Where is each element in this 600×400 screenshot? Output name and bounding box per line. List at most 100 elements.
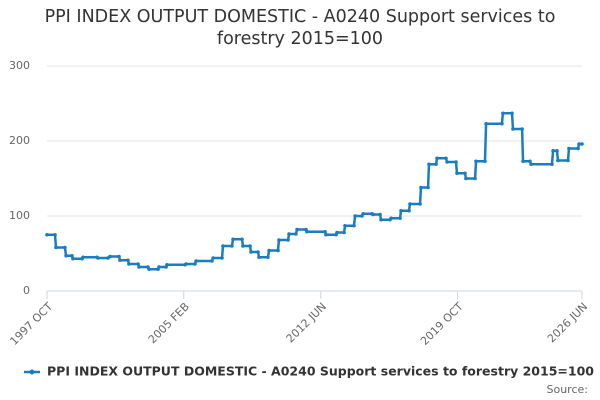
data-point [445,160,449,164]
data-point [398,216,402,221]
data-point [147,267,151,272]
data-point [210,259,214,263]
data-point [500,121,504,126]
data-point [556,158,560,163]
data-point [118,258,122,263]
data-point [117,254,121,259]
x-tick-label: 2005 FEB [146,300,192,346]
data-point [165,262,169,267]
data-point [483,159,487,164]
data-point [407,208,411,213]
data-point [352,223,356,228]
data-point [419,185,423,190]
data-point [567,146,571,151]
data-point [426,185,430,190]
data-point [193,262,197,266]
data-point [287,232,291,236]
data-point [295,227,299,232]
data-point [335,230,339,235]
y-tick-label: 0 [23,284,30,297]
data-point [277,238,281,242]
data-point [501,111,505,116]
data-point [474,159,478,164]
y-tick-label: 300 [9,59,30,72]
data-point [126,258,130,263]
data-point [81,255,85,260]
data-point [249,250,253,254]
data-point [54,245,58,250]
data-point [511,127,515,131]
x-tick-label: 2019 OCT [418,300,466,348]
data-point [286,238,290,242]
data-point [211,256,215,260]
data-point [231,237,235,242]
data-point [550,162,554,167]
data-point [464,176,468,181]
data-point [45,232,49,237]
data-point [343,223,347,228]
data-point [256,250,260,254]
data-point [379,217,383,222]
data-point [444,156,448,161]
data-point [418,202,422,206]
data-point [136,262,140,266]
data-line [47,112,582,271]
data-point [576,146,580,151]
data-point [408,202,412,206]
x-tick-label: 1997 OCT [7,300,55,348]
chart-title: PPI INDEX OUTPUT DOMESTIC - A0240 Suppor… [44,7,556,49]
data-point [70,253,74,258]
data-point [96,256,100,260]
data-point [434,162,438,167]
data-point [294,232,298,236]
data-point [108,254,112,259]
data-point [305,229,309,234]
data-point [240,237,244,242]
data-point [484,121,488,126]
data-point [577,142,581,146]
data-point [248,244,252,248]
data-point [257,255,261,260]
data-point [455,171,459,176]
data-point [555,148,559,153]
data-point [566,158,570,163]
data-point [435,156,439,161]
y-tick-label: 100 [9,209,30,222]
data-point [323,229,327,234]
data-point [230,244,234,248]
data-point [137,265,141,269]
y-tick-label: 200 [9,134,30,147]
data-point [510,111,514,116]
data-point [427,162,431,167]
data-point [399,208,403,213]
data-point [220,256,224,260]
data-point [127,262,131,266]
data-point [551,148,555,153]
data-point [528,159,532,164]
x-tick-label: 2012 JUN [284,300,329,345]
data-point [389,216,393,221]
legend-marker [29,369,35,375]
data-point [580,142,584,146]
data-point [378,212,382,217]
data-point [529,162,533,167]
data-point [353,214,357,218]
data-point [63,245,67,250]
data-point [266,255,270,260]
data-point [473,176,477,181]
legend-label: PPI INDEX OUTPUT DOMESTIC - A0240 Suppor… [47,364,594,379]
data-point [194,259,198,263]
source-label: Source: [547,383,589,396]
data-point [342,230,346,235]
data-point [463,171,467,176]
x-tick-label: 2026 JUN [545,300,590,345]
data-point [157,265,161,269]
data-point [71,256,75,261]
data-point [521,159,525,164]
data-point [221,244,225,248]
data-point [53,232,57,237]
data-point [64,253,68,258]
data-point [361,211,365,216]
data-point [241,244,245,248]
